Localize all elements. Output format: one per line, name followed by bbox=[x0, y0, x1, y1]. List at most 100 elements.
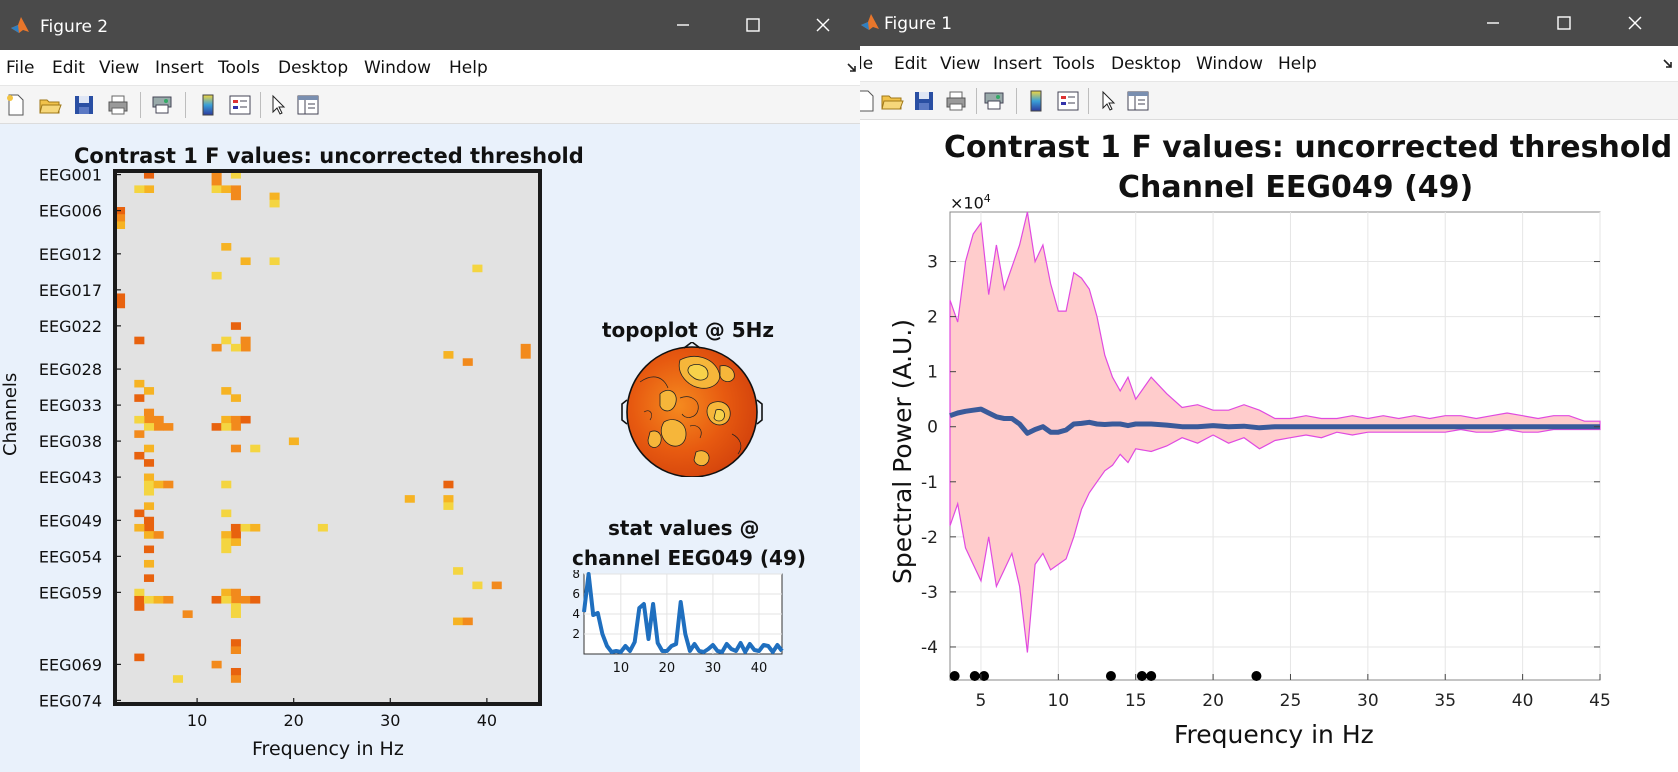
heatmap-xtick-label: 10 bbox=[187, 711, 207, 730]
figure1-toolbar bbox=[860, 82, 1678, 120]
heatmap-cell bbox=[221, 531, 232, 539]
heatmap-cell bbox=[230, 646, 241, 654]
print-preview-icon[interactable] bbox=[982, 89, 1006, 113]
spectrum-ytick-label: 1 bbox=[927, 363, 938, 383]
save-icon[interactable] bbox=[912, 89, 936, 113]
significance-marker bbox=[1146, 671, 1157, 681]
heatmap-cell bbox=[230, 322, 241, 330]
spectrum-xtick-label: 35 bbox=[1434, 691, 1456, 711]
menu-edit[interactable]: Edit bbox=[52, 58, 85, 78]
property-editor-icon[interactable] bbox=[1126, 89, 1150, 113]
heatmap-cell bbox=[211, 343, 222, 352]
menu-window[interactable]: Window bbox=[1196, 54, 1264, 74]
heatmap-cell bbox=[221, 595, 232, 604]
menu-window[interactable]: Window bbox=[364, 58, 432, 78]
heatmap-cell bbox=[288, 437, 299, 446]
heatmap-cell bbox=[115, 214, 126, 222]
topoplot-contours bbox=[647, 356, 735, 466]
colorbar-icon[interactable] bbox=[196, 93, 220, 117]
minimize-button[interactable] bbox=[1470, 8, 1516, 38]
heatmap-cell bbox=[230, 415, 241, 431]
spectrum-ytick-label: -3 bbox=[921, 583, 938, 603]
heatmap-cell bbox=[163, 480, 174, 489]
figure2-canvas: Contrast 1 F values: uncorrected thresho… bbox=[0, 124, 862, 772]
stat-xtick-label: 30 bbox=[705, 661, 722, 676]
heatmap-cell bbox=[240, 523, 251, 532]
open-folder-icon[interactable] bbox=[38, 93, 62, 117]
figure2-titlebar[interactable]: Figure 2 bbox=[0, 0, 862, 50]
heatmap-cell bbox=[250, 444, 261, 453]
colorbar-icon[interactable] bbox=[1024, 89, 1048, 113]
heatmap-cell bbox=[221, 588, 232, 597]
dock-arrow-icon[interactable] bbox=[1662, 58, 1674, 70]
heatmap-channel-label: EEG049 bbox=[39, 511, 102, 530]
dock-arrow-icon[interactable] bbox=[846, 62, 858, 74]
heatmap-cell bbox=[143, 423, 155, 431]
heatmap-cell bbox=[221, 423, 232, 431]
close-button[interactable] bbox=[800, 10, 846, 40]
topoplot-left-ear bbox=[621, 399, 628, 425]
heatmap-cell bbox=[153, 595, 164, 604]
pointer-icon[interactable] bbox=[1096, 89, 1120, 113]
spectrum-ytick-label: 2 bbox=[927, 308, 938, 328]
toolbar-separator bbox=[260, 92, 261, 118]
heatmap-cell bbox=[462, 617, 473, 626]
heatmap-cell bbox=[134, 523, 145, 532]
print-icon[interactable] bbox=[944, 89, 968, 113]
menu-help[interactable]: Help bbox=[449, 58, 488, 78]
pointer-icon[interactable] bbox=[266, 93, 290, 117]
close-button[interactable] bbox=[1612, 8, 1658, 38]
menu-desktop[interactable]: Desktop bbox=[278, 58, 349, 78]
heatmap-cell bbox=[443, 495, 454, 503]
menu-tools[interactable]: Tools bbox=[1053, 54, 1095, 74]
heatmap-cell bbox=[240, 336, 251, 352]
heatmap-cell bbox=[221, 185, 232, 194]
menu-view[interactable]: View bbox=[99, 58, 140, 78]
menu-edit[interactable]: Edit bbox=[894, 54, 927, 74]
menu-tools[interactable]: Tools bbox=[218, 58, 260, 78]
menu-file[interactable]: le bbox=[860, 54, 874, 74]
toolbar-separator bbox=[976, 88, 977, 114]
new-file-icon[interactable] bbox=[4, 93, 28, 117]
minimize-button[interactable] bbox=[660, 10, 706, 40]
legend-icon[interactable] bbox=[1056, 89, 1080, 113]
heatmap-cell bbox=[115, 221, 126, 230]
maximize-button[interactable] bbox=[730, 10, 776, 40]
heatmap-cell bbox=[221, 387, 232, 395]
heatmap-channel-label: EEG022 bbox=[39, 317, 102, 336]
heatmap-cell bbox=[143, 595, 155, 604]
menu-help[interactable]: Help bbox=[1278, 54, 1317, 74]
menu-insert[interactable]: Insert bbox=[155, 58, 204, 78]
property-editor-icon[interactable] bbox=[296, 93, 320, 117]
heatmap-cell bbox=[134, 653, 145, 662]
maximize-button[interactable] bbox=[1541, 8, 1587, 38]
print-icon[interactable] bbox=[106, 93, 130, 117]
heatmap-cell bbox=[134, 588, 145, 597]
print-preview-icon[interactable] bbox=[150, 93, 174, 117]
menu-desktop[interactable]: Desktop bbox=[1111, 54, 1182, 74]
menu-insert[interactable]: Insert bbox=[993, 54, 1042, 74]
stat-xtick-label: 20 bbox=[659, 661, 676, 676]
new-file-icon[interactable] bbox=[860, 89, 878, 113]
legend-icon[interactable] bbox=[228, 93, 252, 117]
heatmap-cell bbox=[153, 415, 164, 431]
figure1-canvas: Contrast 1 F values: uncorrected thresho… bbox=[860, 120, 1678, 772]
heatmap-channel-label: EEG001 bbox=[39, 166, 102, 185]
heatmap-cell bbox=[443, 351, 454, 359]
spectrum-chart: 5 10 15 20 25 30 35 40 45 -4 -3 -2 -1 0 1 2 3 bbox=[921, 211, 1611, 711]
spectrum-mean-line bbox=[949, 406, 1600, 436]
open-folder-icon[interactable] bbox=[880, 89, 904, 113]
heatmap-channel-label: EEG006 bbox=[39, 202, 102, 221]
heatmap-cell bbox=[221, 509, 232, 518]
menu-view[interactable]: View bbox=[940, 54, 981, 74]
heatmap-cell bbox=[221, 538, 232, 554]
menu-file[interactable]: File bbox=[6, 58, 35, 78]
save-icon[interactable] bbox=[72, 93, 96, 117]
heatmap-cell bbox=[134, 415, 145, 424]
heatmap-cell bbox=[240, 595, 251, 604]
heatmap-cell bbox=[472, 581, 483, 590]
figure1-titlebar[interactable]: Figure 1 bbox=[860, 0, 1678, 46]
matlab-icon bbox=[11, 17, 29, 33]
heatmap-cell bbox=[230, 675, 241, 683]
heatmap-channel-label: EEG028 bbox=[39, 360, 102, 379]
